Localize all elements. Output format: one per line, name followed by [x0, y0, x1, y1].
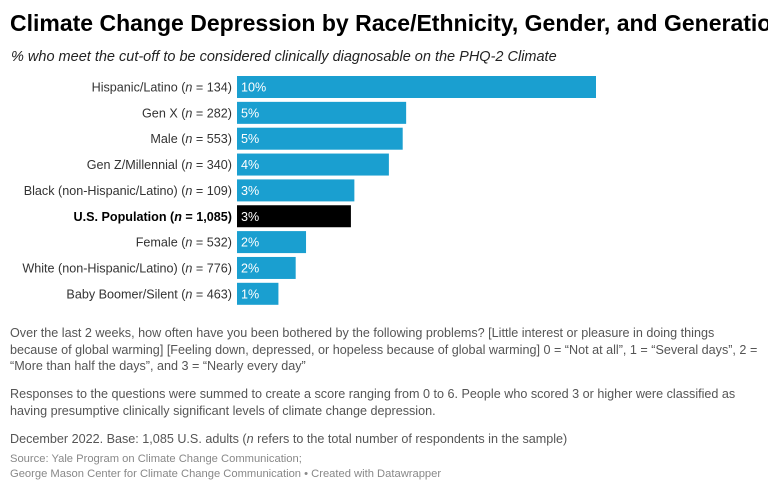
bar — [237, 256, 296, 279]
value-label: 3% — [241, 210, 259, 224]
value-label: 2% — [241, 236, 259, 250]
bar-row: Gen Z/Millennial (n = 340) 4% — [87, 153, 389, 176]
base-note-post: refers to the total number of respondent… — [253, 432, 568, 446]
base-note-n: n — [246, 432, 254, 446]
category-label: Gen Z/Millennial (n = 340) — [87, 158, 232, 172]
bar — [237, 76, 596, 98]
category-label: Black (non-Hispanic/Latino) (n = 109) — [24, 184, 232, 198]
scoring-note: Responses to the questions were summed t… — [10, 387, 736, 418]
bar-row: Black (non-Hispanic/Latino) (n = 109) 3% — [24, 179, 355, 202]
bar-row: Hispanic/Latino (n = 134) 10% — [92, 76, 596, 98]
source-line-1: Source: Yale Program on Climate Change C… — [10, 453, 302, 465]
bar — [237, 127, 403, 150]
category-label: U.S. Population (n = 1,085) — [73, 210, 232, 224]
value-label: 10% — [241, 81, 266, 95]
bar-row: White (non-Hispanic/Latino) (n = 776) 2% — [22, 256, 296, 279]
source-line-2: George Mason Center for Climate Change C… — [10, 468, 442, 480]
value-label: 2% — [241, 261, 259, 275]
chart-subtitle: % who meet the cut-off to be considered … — [11, 49, 557, 65]
bar — [237, 231, 307, 254]
value-label: 5% — [241, 106, 259, 120]
value-label: 4% — [241, 158, 259, 172]
bar — [237, 153, 389, 176]
category-label: Hispanic/Latino (n = 134) — [92, 81, 232, 95]
base-note-pre: December 2022. Base: 1,085 U.S. adults ( — [10, 432, 247, 446]
chart-title: Climate Change Depression by Race/Ethnic… — [10, 10, 768, 36]
category-label: Baby Boomer/Silent (n = 463) — [66, 287, 232, 301]
bar-row: Female (n = 532) 2% — [136, 231, 307, 254]
question-note: Over the last 2 weeks, how often have yo… — [10, 326, 758, 373]
bar-row: U.S. Population (n = 1,085) 3% — [73, 205, 351, 228]
category-label: Female (n = 532) — [136, 236, 232, 250]
bar — [237, 101, 407, 124]
bar — [237, 282, 279, 305]
category-label: Gen X (n = 282) — [142, 106, 232, 120]
bar-chart: Hispanic/Latino (n = 134) 10% Gen X (n = 2… — [22, 76, 596, 305]
bar-row: Baby Boomer/Silent (n = 463) 1% — [66, 282, 279, 305]
category-label: Male (n = 553) — [150, 132, 232, 146]
category-label: White (non-Hispanic/Latino) (n = 776) — [22, 261, 232, 275]
value-label: 5% — [241, 132, 259, 146]
bar-row: Gen X (n = 282) 5% — [142, 101, 407, 124]
bar-highlight — [237, 205, 351, 228]
base-note: December 2022. Base: 1,085 U.S. adults (… — [10, 431, 762, 448]
bar — [237, 179, 355, 202]
value-label: 3% — [241, 184, 259, 198]
source-note: Source: Yale Program on Climate Change C… — [10, 452, 762, 482]
value-label: 1% — [241, 287, 259, 301]
bar-row: Male (n = 553) 5% — [150, 127, 403, 150]
